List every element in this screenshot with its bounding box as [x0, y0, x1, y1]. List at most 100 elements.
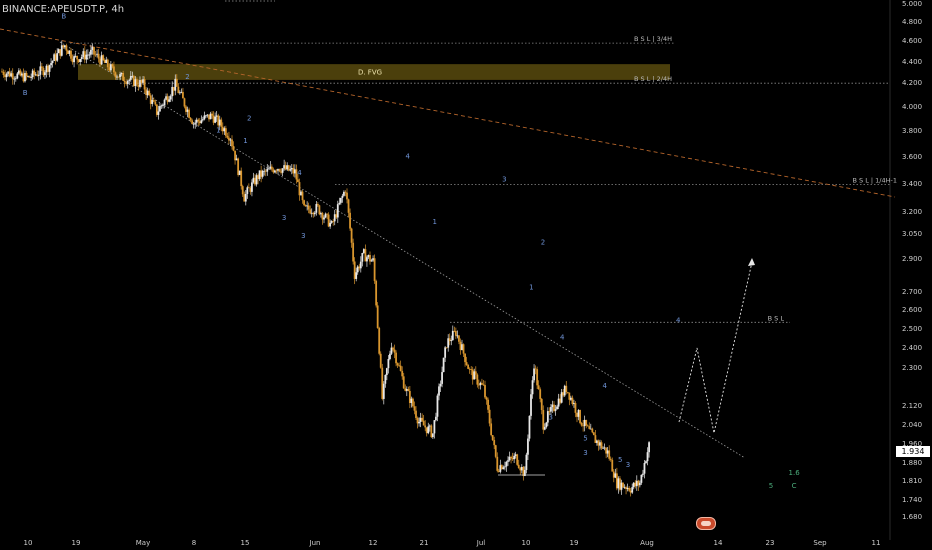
candle-body	[208, 114, 210, 120]
candle-body	[217, 115, 220, 126]
candle-body	[185, 106, 187, 112]
candle-body	[485, 397, 488, 400]
candle-body	[378, 327, 381, 354]
wave-label: 5	[769, 482, 773, 490]
candle-body	[445, 347, 448, 349]
candle-body	[359, 261, 362, 269]
candle-body	[464, 353, 466, 363]
candle-body	[82, 51, 85, 57]
candle-body	[474, 371, 477, 375]
candle-body	[614, 473, 617, 478]
candle-body	[517, 464, 520, 469]
candle-body	[364, 249, 367, 262]
candle-body	[562, 392, 565, 396]
wave-label: 4	[297, 169, 302, 177]
candle-body	[120, 72, 123, 75]
candle-body	[431, 433, 434, 438]
candle-body	[407, 389, 410, 391]
candle-body	[177, 86, 180, 94]
candle-body	[540, 398, 543, 411]
candle-body	[51, 60, 54, 64]
candle-body	[148, 90, 151, 96]
candle-body	[454, 330, 457, 336]
candle-body	[418, 421, 420, 424]
y-tick-label: 1.810	[902, 477, 922, 485]
y-tick-label: 4.800	[902, 18, 922, 26]
candle-body	[615, 473, 618, 489]
candle-body	[416, 417, 419, 424]
candle-body	[243, 194, 246, 202]
candle-body	[88, 54, 91, 56]
candle-body	[131, 75, 134, 77]
candle-body	[599, 442, 601, 446]
y-tick-label: 2.700	[902, 288, 922, 296]
candle-body	[500, 465, 503, 470]
candle-body	[568, 392, 571, 400]
x-tick-label: 21	[420, 539, 429, 547]
x-tick-label: May	[136, 539, 150, 547]
candle-body	[123, 80, 126, 83]
candle-body	[146, 90, 149, 96]
candle-body	[140, 80, 143, 83]
candle-body	[80, 56, 83, 59]
y-tick-label: 3.600	[902, 153, 922, 161]
candle-body	[315, 204, 318, 213]
candle-body	[488, 409, 491, 424]
candle-body	[559, 398, 562, 403]
candle-body	[606, 450, 609, 454]
candle-body	[113, 66, 115, 73]
candle-body	[71, 58, 74, 63]
candle-body	[382, 383, 385, 399]
candle-body	[212, 115, 215, 123]
candle-body	[605, 447, 608, 454]
y-tick-label: 2.400	[902, 344, 922, 352]
candle-body	[269, 166, 272, 169]
candle-body	[358, 266, 361, 269]
candle-body	[387, 358, 390, 369]
bsl-level-label: B S L | 1/4H-1	[853, 176, 898, 184]
candle-body	[241, 186, 244, 195]
candle-body	[332, 221, 335, 222]
candle-body	[297, 179, 299, 183]
candle-body	[132, 75, 135, 87]
bsl-level-label: B S L | 3/4H	[634, 35, 672, 43]
candle-body	[117, 76, 120, 78]
candle-body	[90, 49, 92, 55]
y-tick-label: 2.900	[902, 255, 922, 263]
candle-body	[560, 392, 563, 403]
candle-body	[214, 116, 217, 123]
candle-body	[116, 76, 118, 78]
candle-body	[188, 109, 190, 118]
candle-body	[401, 370, 404, 377]
candle-body	[313, 212, 316, 215]
x-tick-label: 11	[872, 539, 881, 547]
candle-body	[209, 113, 212, 120]
y-tick-label: 4.000	[902, 103, 922, 111]
candle-body	[27, 76, 29, 77]
candle-body	[54, 54, 57, 61]
candle-body	[231, 139, 233, 147]
candle-body	[643, 463, 646, 474]
candle-body	[93, 47, 95, 55]
candle-body	[174, 78, 177, 91]
symbol-label: BINANCE:APEUSDT.P, 4h	[2, 4, 125, 15]
candle-body	[195, 119, 198, 123]
candle-body	[42, 68, 45, 76]
candle-body	[427, 426, 430, 434]
candle-body	[335, 214, 338, 218]
candle-body	[244, 193, 247, 202]
candle-body	[543, 427, 546, 430]
candle-body	[323, 217, 325, 220]
candle-body	[580, 422, 583, 426]
y-tick-label: 1.880	[902, 459, 922, 467]
candle-body	[255, 175, 258, 185]
last-price-badge: 1.934	[896, 446, 930, 457]
wave-label: B	[23, 89, 28, 97]
y-tick-label: 1.960	[902, 440, 922, 448]
candle-body	[557, 398, 560, 407]
candle-body	[502, 467, 505, 470]
candle-body	[289, 169, 292, 171]
candle-body	[344, 191, 347, 193]
candle-body	[223, 128, 226, 132]
